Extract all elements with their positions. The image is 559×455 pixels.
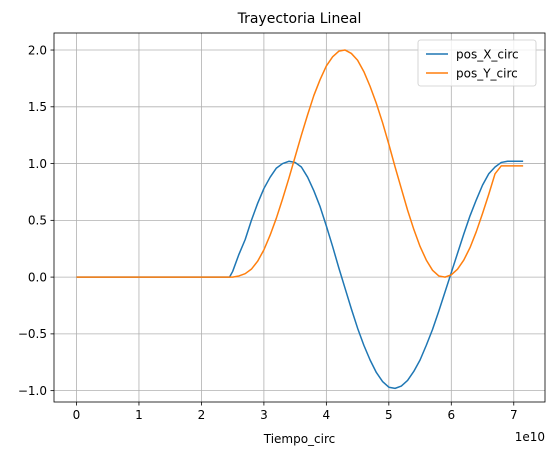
series-layer — [76, 49, 524, 390]
y-tick-label: 0.5 — [28, 214, 47, 228]
ticks-layer: 0 1 2 3 4 5 6 7 −1.0 −0.5 0.0 0.5 1.0 1.5 2.0 — [18, 43, 518, 422]
legend-box — [417, 39, 537, 87]
y-tick-label: −0.5 — [18, 327, 47, 341]
x-tick-label: 0 — [73, 408, 81, 422]
y-tick-label: −1.0 — [18, 384, 47, 398]
chart-title: Trayectoria Lineal — [237, 11, 362, 27]
plot-area-frame — [53, 32, 546, 403]
x-tick-label: 5 — [385, 408, 393, 422]
x-axis-offset-label: 1e10 — [515, 430, 545, 444]
grid-layer — [54, 33, 545, 402]
legend-label-pos_X_circ: pos_X_circ — [456, 47, 519, 61]
y-tick-label: 2.0 — [28, 43, 47, 57]
x-tick-label: 1 — [135, 408, 143, 422]
x-tick-label: 3 — [260, 408, 268, 422]
series-line-pos_X_circ — [76, 160, 524, 390]
x-axis-label: Tiempo_circ — [263, 432, 336, 446]
x-tick-label: 2 — [198, 408, 206, 422]
x-tick-label: 6 — [447, 408, 455, 422]
y-tick-label: 0.0 — [28, 270, 47, 284]
legend: pos_X_circ pos_Y_circ — [417, 39, 537, 87]
x-tick-label: 7 — [510, 408, 518, 422]
y-tick-label: 1.5 — [28, 100, 47, 114]
series-line-pos_Y_circ — [76, 49, 524, 278]
y-tick-label: 1.0 — [28, 157, 47, 171]
x-tick-label: 4 — [323, 408, 331, 422]
legend-label-pos_Y_circ: pos_Y_circ — [456, 66, 518, 80]
